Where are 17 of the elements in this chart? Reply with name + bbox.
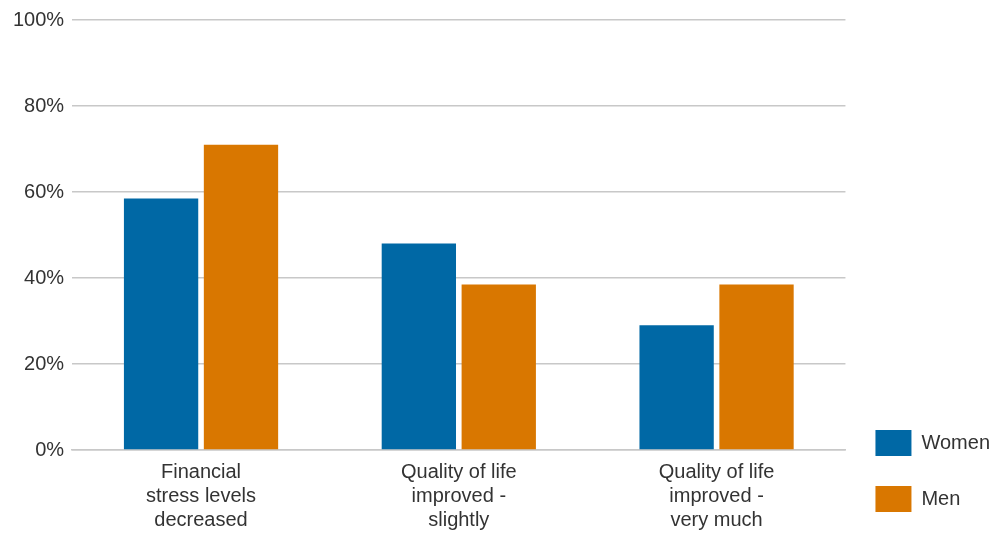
y-tick-label: 20% <box>24 351 65 374</box>
y-tick-label: 0% <box>35 437 65 460</box>
x-tick-label: Quality of life improved - slightly <box>401 459 517 530</box>
bar <box>639 325 714 450</box>
y-tick-label: 100% <box>13 7 65 30</box>
legend-label: Women <box>921 430 990 453</box>
y-tick-label: 40% <box>24 265 65 288</box>
bar <box>719 284 794 450</box>
bar <box>461 284 536 450</box>
y-tick-label: 80% <box>24 93 65 116</box>
bar <box>123 198 199 450</box>
y-tick-label: 60% <box>24 179 65 202</box>
x-tick-label: Quality of life improved - very much <box>658 459 775 530</box>
legend-label: Men <box>921 486 961 509</box>
bar <box>381 243 457 450</box>
x-tick-label: Financial stress levels decreased <box>146 459 257 530</box>
bar <box>203 144 279 450</box>
